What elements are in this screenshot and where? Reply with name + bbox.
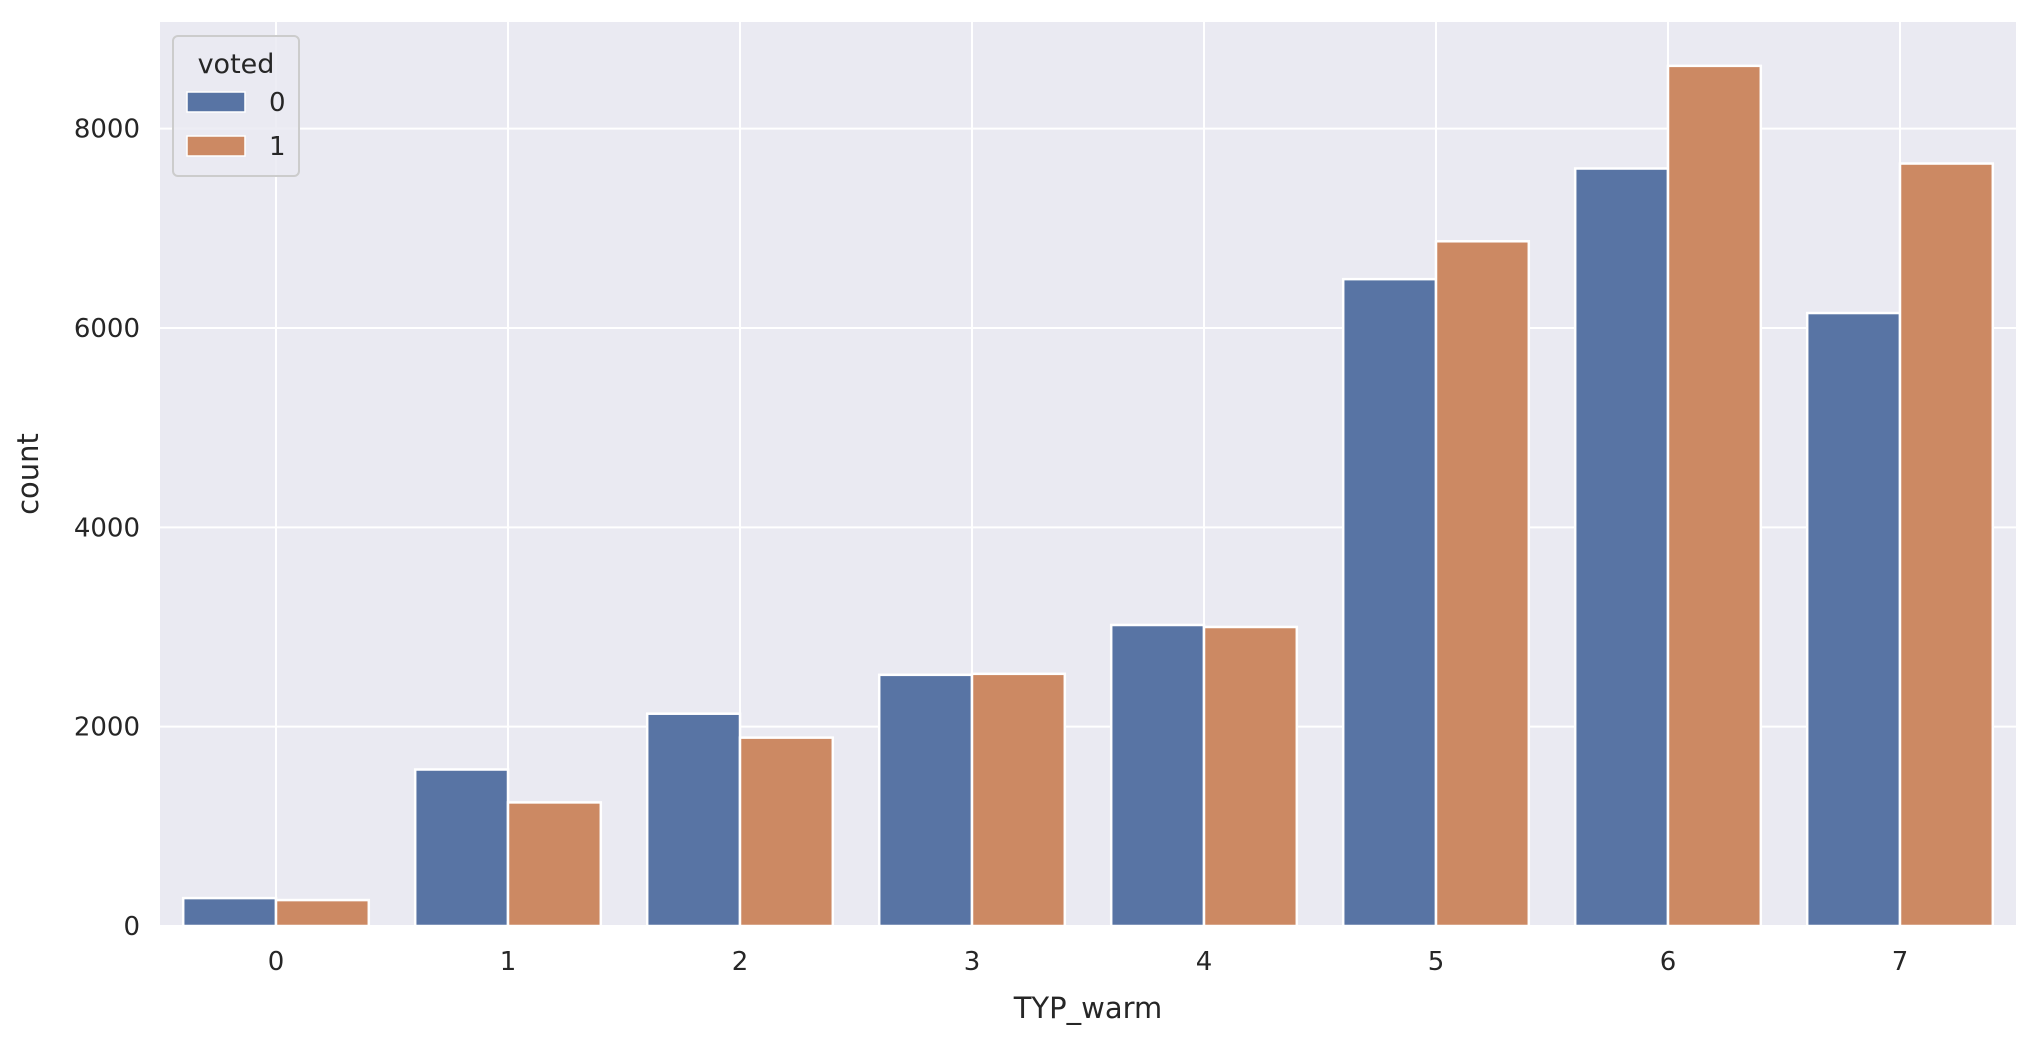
y-tick-labels: 0 2000 4000 6000 8000 [74, 115, 140, 942]
x-tick-label: 1 [500, 947, 517, 977]
bar-series-1-cat-6 [1666, 64, 1763, 928]
x-tick-label: 7 [1892, 947, 1909, 977]
y-tick-label: 0 [123, 912, 140, 942]
legend-swatch-0 [186, 91, 246, 113]
y-tick-label: 8000 [74, 115, 140, 145]
legend: voted 01 [172, 35, 300, 177]
bar-series-0-cat-7 [1805, 311, 1902, 928]
bar-series-1-cat-2 [738, 736, 835, 928]
y-tick-label: 2000 [74, 713, 140, 743]
bar-series-1-cat-3 [970, 672, 1067, 928]
bar-series-0-cat-0 [181, 896, 278, 928]
bar-series-1-cat-1 [506, 801, 603, 928]
y-tick-label: 6000 [74, 314, 140, 344]
bar-series-1-cat-5 [1434, 240, 1531, 928]
x-tick-label: 5 [1428, 947, 1445, 977]
legend-label: 1 [269, 132, 286, 162]
bar-series-0-cat-3 [877, 673, 974, 928]
bar-series-0-cat-4 [1109, 623, 1206, 928]
x-tick-label: 3 [964, 947, 981, 977]
bars [181, 64, 1995, 928]
legend-swatch-1 [186, 135, 246, 157]
x-axis-label: TYP_warm [1013, 991, 1163, 1025]
bar-series-0-cat-5 [1341, 277, 1438, 928]
y-axis-label: count [11, 433, 45, 515]
x-tick-label: 6 [1660, 947, 1677, 977]
bar-series-1-cat-7 [1898, 162, 1995, 928]
y-tick-label: 4000 [74, 513, 140, 543]
x-tick-labels: 0 1 2 3 4 5 6 7 [268, 947, 1909, 977]
bar-series-0-cat-2 [645, 712, 742, 928]
bar-series-1-cat-4 [1202, 625, 1299, 928]
x-tick-label: 0 [268, 947, 285, 977]
legend-title: voted [198, 49, 275, 80]
bar-series-0-cat-6 [1573, 167, 1670, 928]
legend-label: 0 [269, 88, 286, 118]
x-tick-label: 2 [732, 947, 749, 977]
bar-series-1-cat-0 [274, 898, 371, 928]
legend-items: 01 [186, 88, 286, 162]
bar-series-0-cat-1 [413, 768, 510, 928]
x-tick-label: 4 [1196, 947, 1213, 977]
